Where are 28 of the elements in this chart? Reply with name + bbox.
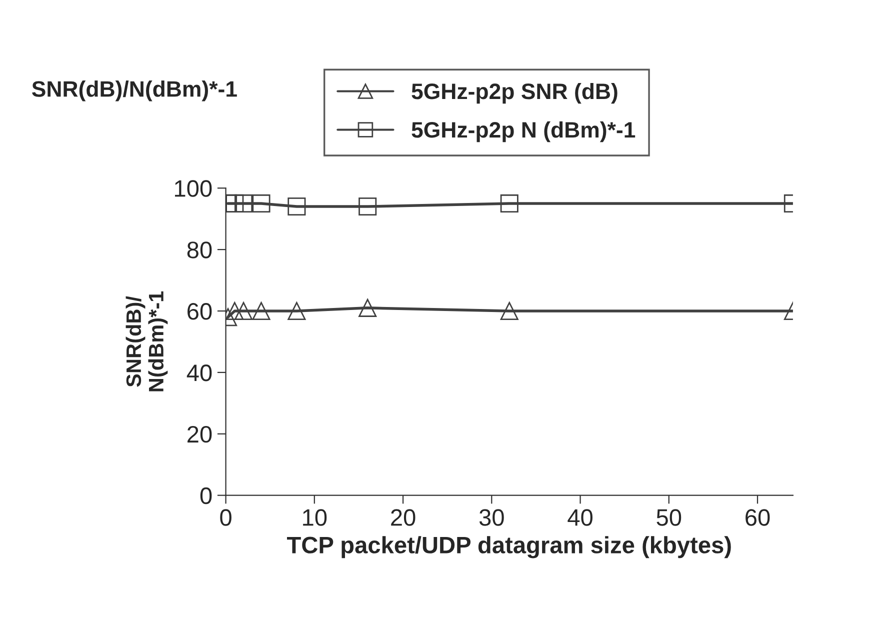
x-tick-label: 0 [220,509,232,526]
x-tick-label: 20 [391,509,416,526]
y-tick-label: 80 [187,242,212,258]
x-axis-title: TCP packet/UDP datagram size (kbytes) [287,536,731,558]
point [234,302,253,320]
x-tick-label: 60 [746,509,770,526]
point [226,302,244,320]
point [288,302,306,320]
y-tick-label: 40 [186,364,212,382]
y-tick-label: 100 [175,180,212,197]
y-tick-label: 20 [188,426,212,443]
x-tick-label: 10 [303,509,327,526]
y-tick-label: 60 [188,303,212,320]
x-tick-label: 40 [568,509,592,526]
y-axis-title: SNR(dB)/ N(dBm)*-1 [126,291,168,392]
x-tick-label: 50 [656,509,682,526]
point [288,198,306,216]
point [252,194,270,212]
chart-title: SNR(dB)/N(dBm)*-1 [32,80,237,102]
point [358,198,377,216]
point [234,194,253,212]
x-tick-label: 30 [479,509,504,526]
legend-label: 5GHz-p2p N (dBm)*-1 [412,121,636,142]
point [252,302,270,320]
point [358,298,377,317]
y-tick-label: 0 [200,487,212,504]
legend-label: 5GHz-p2p SNR (dB) [412,82,618,104]
point [226,194,244,212]
